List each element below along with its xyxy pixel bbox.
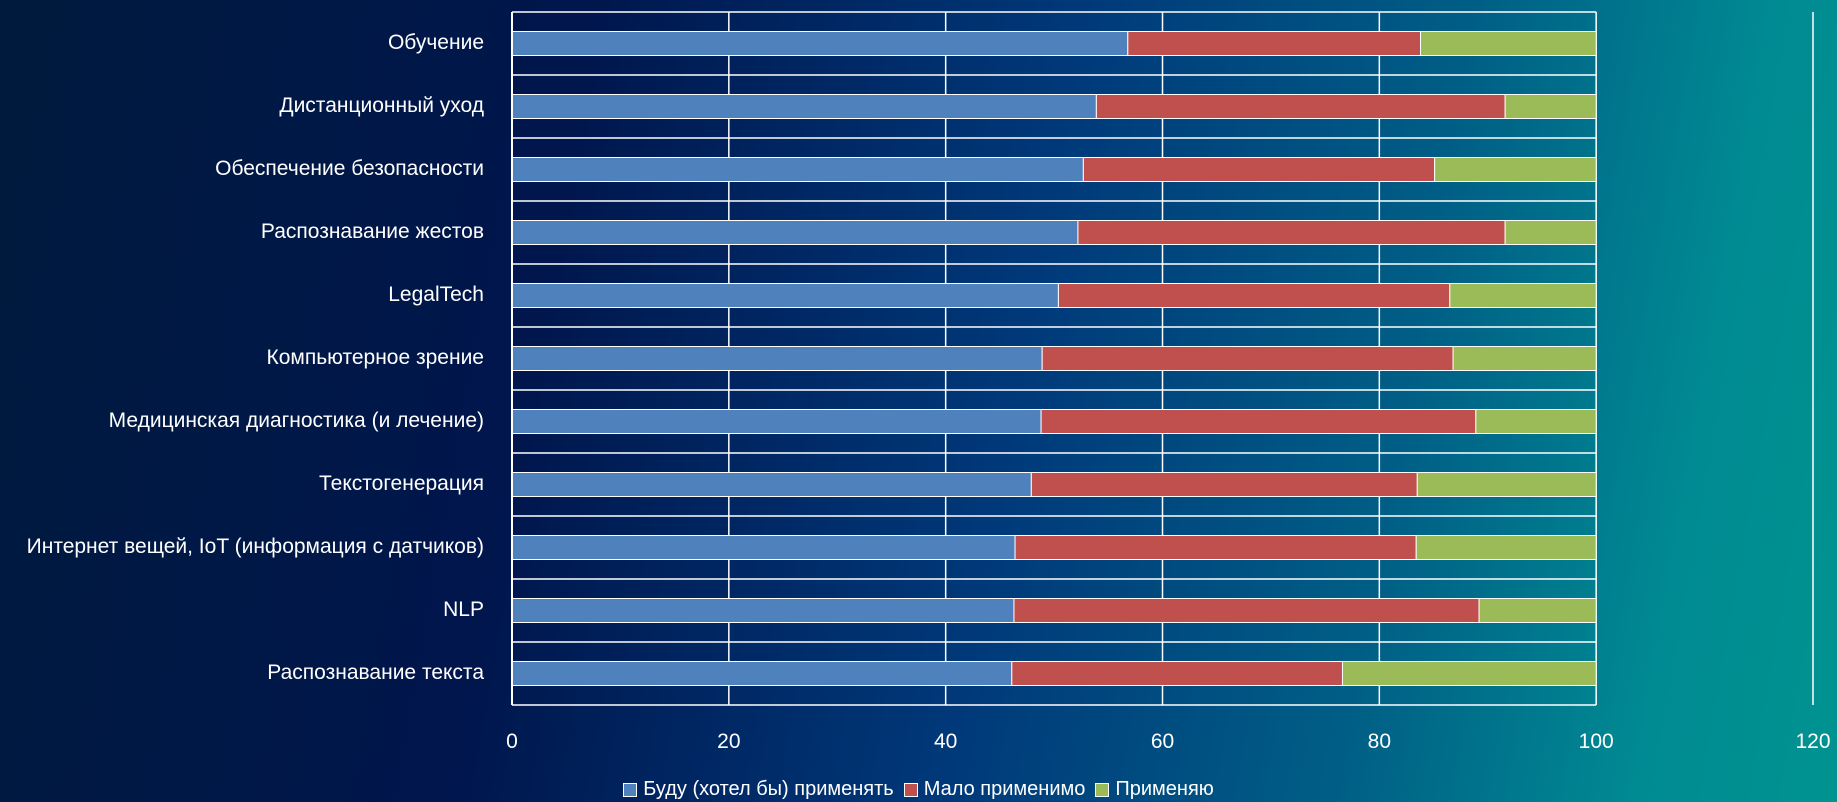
x-tick-label: 0 — [506, 730, 518, 753]
bar-segment-low — [1095, 94, 1506, 119]
category-label: Распознавание жестов — [261, 220, 484, 243]
category-label: Текстогенерация — [319, 472, 484, 495]
category-label: Распознавание текста — [267, 661, 484, 684]
x-tick-label: 120 — [1795, 730, 1830, 753]
bar-segment-plan — [511, 94, 1097, 119]
legend-swatch-low — [903, 782, 918, 797]
category-label: Компьютерное зрение — [267, 346, 484, 369]
bar-segment-use — [1341, 661, 1597, 686]
category-label: Обеспечение безопасности — [215, 157, 484, 180]
bar-segment-plan — [511, 283, 1059, 308]
legend-swatch-use — [1095, 782, 1110, 797]
bar-segment-plan — [511, 598, 1015, 623]
x-tick-label: 80 — [1368, 730, 1391, 753]
bar-segment-plan — [511, 661, 1013, 686]
bar-segment-plan — [511, 535, 1016, 560]
bar-segment-low — [1082, 157, 1436, 182]
bar-segment-low — [1041, 346, 1454, 371]
x-tick-label: 40 — [934, 730, 957, 753]
legend-item-use: Применяю — [1095, 778, 1214, 801]
bar-segment-use — [1416, 472, 1597, 497]
category-label: Дистанционный уход — [279, 94, 484, 117]
legend-swatch-plan — [623, 782, 638, 797]
bar-segment-use — [1475, 409, 1597, 434]
bar-segment-low — [1127, 31, 1422, 56]
category-label: Обучение — [388, 31, 484, 54]
x-tick-labels: 0 20 40 60 80 100 120 — [506, 730, 1830, 753]
category-label: Интернет вещей, IoT (информация с датчик… — [27, 535, 484, 558]
bar-segment-low — [1040, 409, 1477, 434]
bar-segment-use — [1449, 283, 1597, 308]
bar-segment-use — [1504, 94, 1597, 119]
bar-segment-plan — [511, 220, 1079, 245]
bar-segment-use — [1504, 220, 1597, 245]
bar-segment-use — [1434, 157, 1597, 182]
legend-label-plan: Буду (хотел бы) применять — [643, 778, 894, 800]
bar-segment-low — [1013, 598, 1480, 623]
bar-segment-use — [1415, 535, 1597, 560]
category-label: Медицинская диагностика (и лечение) — [109, 409, 484, 432]
bar-segment-use — [1420, 31, 1597, 56]
bar-segment-use — [1478, 598, 1597, 623]
bar-segment-low — [1011, 661, 1343, 686]
bar-segment-low — [1030, 472, 1418, 497]
category-labels: Обучение Дистанционный уход Обеспечение бе… — [27, 31, 485, 684]
bar-segment-plan — [511, 346, 1043, 371]
bar-segment-plan — [511, 157, 1084, 182]
bar-segment-low — [1014, 535, 1417, 560]
x-tick-label: 20 — [717, 730, 740, 753]
category-label: NLP — [443, 598, 484, 621]
legend: Буду (хотел бы) применять Мало применимо… — [0, 778, 1837, 801]
bar-segment-low — [1057, 283, 1451, 308]
bar-segment-low — [1077, 220, 1506, 245]
gridlines — [511, 11, 1814, 706]
legend-label-low: Мало применимо — [923, 778, 1086, 800]
bar-segment-plan — [511, 31, 1129, 56]
bars — [511, 12, 1597, 705]
bar-segment-use — [1452, 346, 1597, 371]
x-tick-label: 60 — [1151, 730, 1174, 753]
legend-item-plan: Буду (хотел бы) применять — [623, 778, 894, 801]
x-tick-label: 100 — [1579, 730, 1614, 753]
category-label: LegalTech — [388, 283, 484, 306]
legend-label-use: Применяю — [1115, 778, 1214, 800]
bar-segment-plan — [511, 409, 1042, 434]
legend-item-low: Мало применимо — [903, 778, 1086, 801]
bar-segment-plan — [511, 472, 1032, 497]
